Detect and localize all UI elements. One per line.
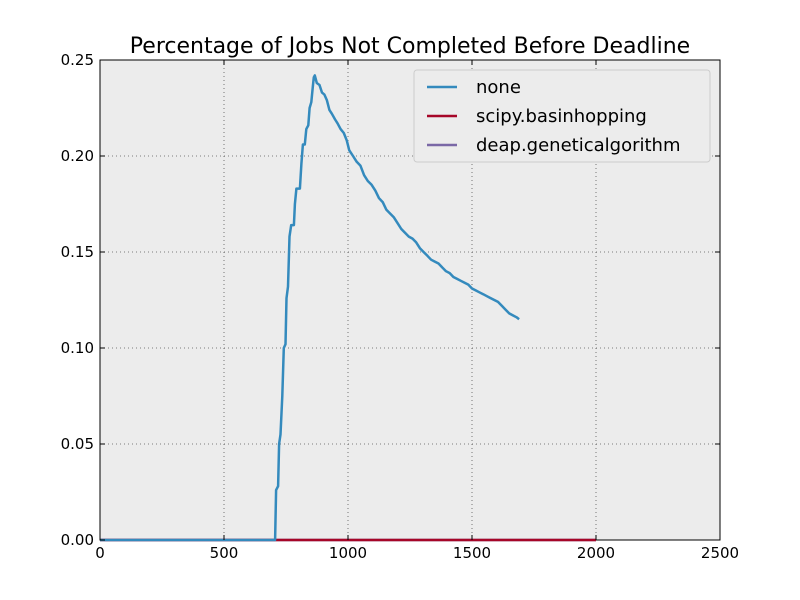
legend-label: none bbox=[476, 77, 521, 98]
y-tick-label: 0.10 bbox=[61, 339, 94, 357]
x-tick-label: 0 bbox=[95, 544, 105, 562]
series-line-none bbox=[100, 74, 520, 542]
x-tick-label: 1500 bbox=[453, 544, 491, 562]
y-tick-label: 0.20 bbox=[61, 147, 94, 165]
axes-layer: 0 500 1000 1500 2000 2500 0.00 0.05 0.10 0.15 0.20… bbox=[61, 51, 740, 562]
x-tick-label: 1000 bbox=[329, 544, 367, 562]
x-tick-label: 500 bbox=[210, 544, 239, 562]
chart-title: Percentage of Jobs Not Completed Before … bbox=[130, 34, 690, 59]
legend: none scipy.basinhopping deap.geneticalgori… bbox=[413, 69, 711, 163]
y-tick-label: 0.15 bbox=[61, 243, 94, 261]
legend-label: scipy.basinhopping bbox=[476, 106, 647, 127]
y-tick-label: 0.05 bbox=[61, 435, 94, 453]
y-tick-label: 0.25 bbox=[61, 51, 94, 69]
legend-label: deap.geneticalgorithm bbox=[476, 135, 681, 156]
x-tick-label: 2000 bbox=[577, 544, 615, 562]
y-tick-label: 0.00 bbox=[61, 531, 94, 549]
x-tick-label: 2500 bbox=[701, 544, 739, 562]
legend-box bbox=[413, 69, 711, 163]
